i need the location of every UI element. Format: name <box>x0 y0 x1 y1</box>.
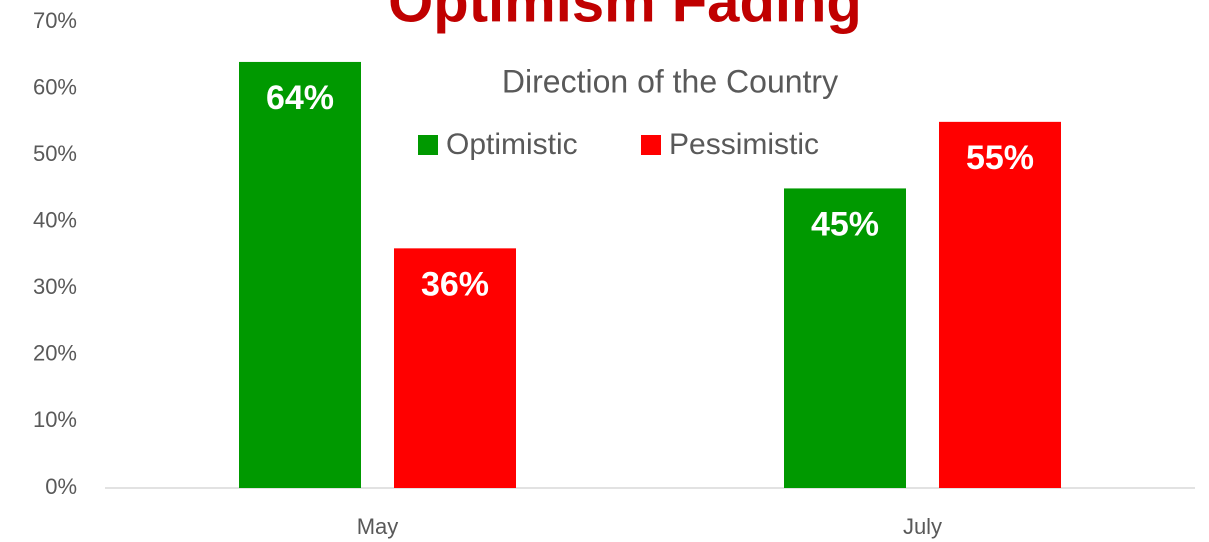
y-tick-label: 40% <box>33 208 77 233</box>
chart-title: Optimism Fading <box>388 0 862 34</box>
legend-label: Optimistic <box>446 128 578 161</box>
x-tick-label: May <box>357 514 399 539</box>
data-label: 55% <box>966 139 1034 177</box>
legend-swatch <box>418 135 438 155</box>
y-tick-label: 0% <box>45 474 77 499</box>
bar <box>239 61 361 488</box>
legend-swatch <box>641 135 661 155</box>
legend-label: Pessimistic <box>669 128 819 161</box>
data-label: 45% <box>811 205 879 243</box>
chart-subtitle: Direction of the Country <box>502 63 838 99</box>
y-tick-label: 30% <box>33 274 77 299</box>
data-label: 64% <box>266 79 334 117</box>
bar <box>939 121 1061 488</box>
y-tick-label: 10% <box>33 407 77 432</box>
y-tick-label: 20% <box>33 341 77 366</box>
y-tick-label: 50% <box>33 141 77 166</box>
x-tick-label: July <box>903 514 942 539</box>
y-tick-label: 70% <box>33 8 77 33</box>
bar <box>394 248 516 488</box>
bar <box>784 188 906 488</box>
data-label: 36% <box>421 265 489 303</box>
y-tick-label: 60% <box>33 74 77 99</box>
